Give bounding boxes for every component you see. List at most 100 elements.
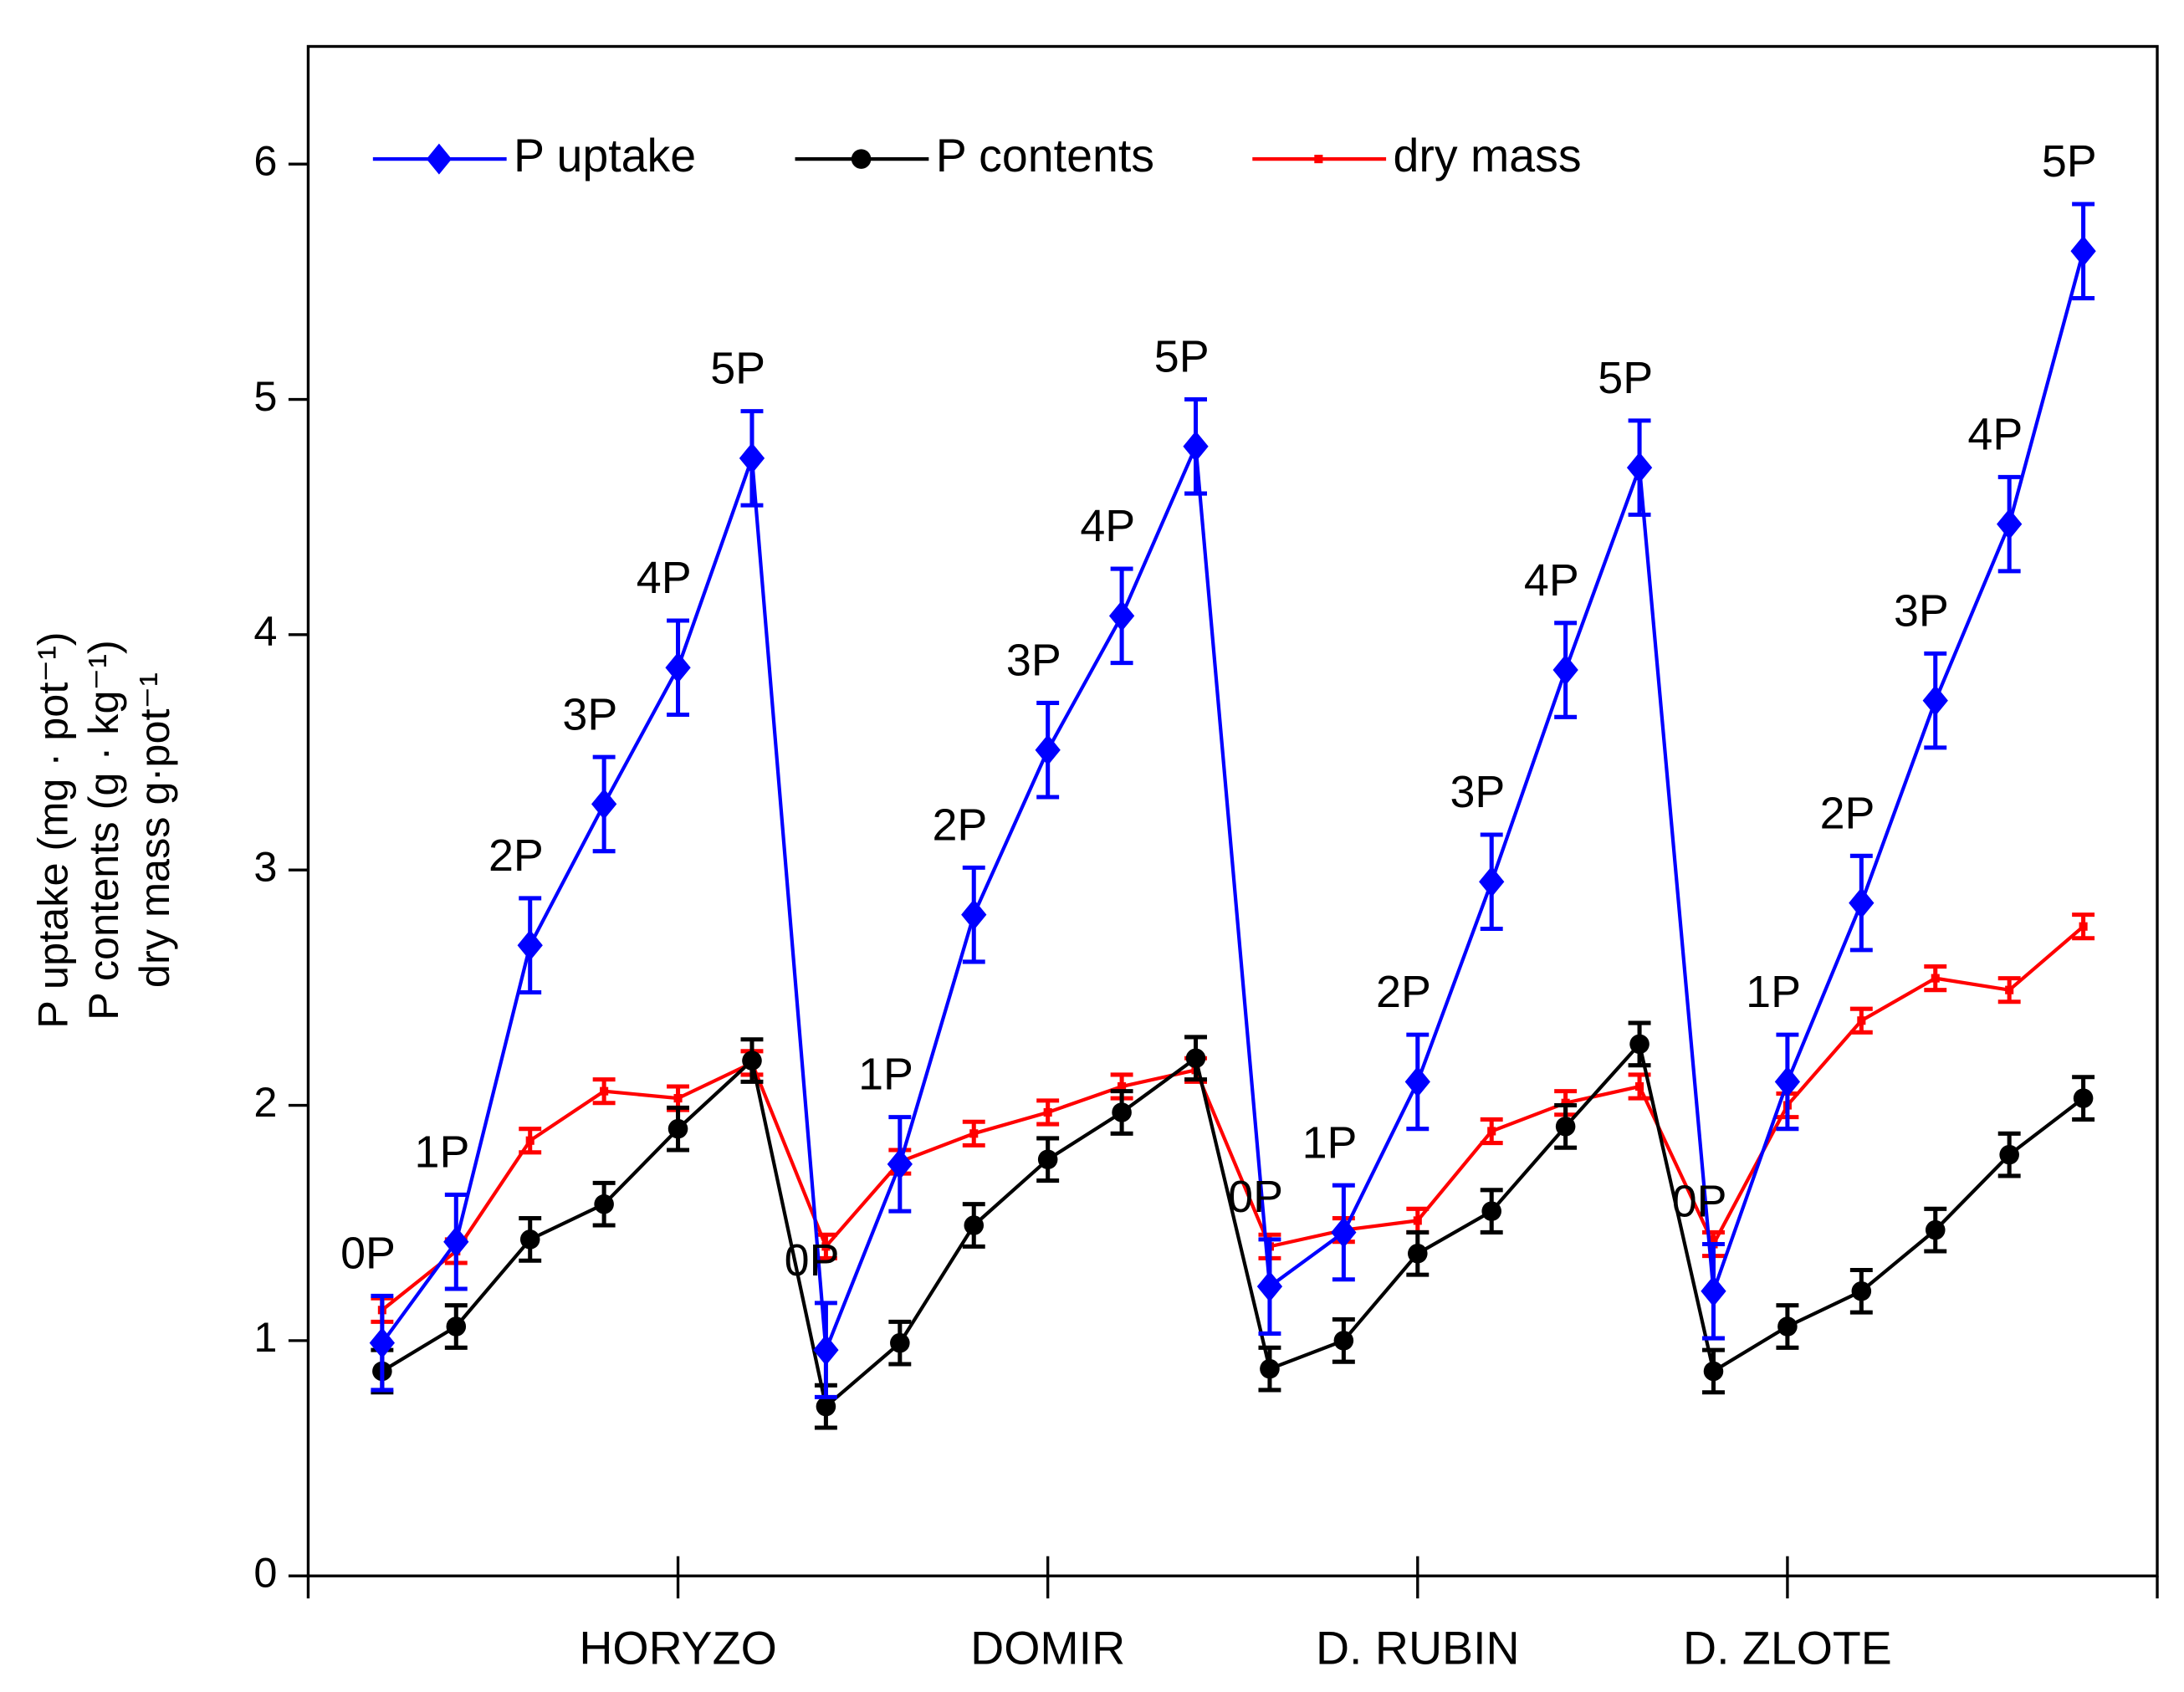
- point-label: 1P: [1746, 967, 1801, 1017]
- legend-label: P contents: [936, 130, 1154, 181]
- marker: [1035, 734, 1061, 766]
- line: [381, 1040, 2084, 1410]
- point-label: 4P: [1967, 409, 2023, 459]
- marker: [1118, 1081, 1127, 1091]
- marker: [1479, 866, 1505, 897]
- legend-marker: [851, 149, 872, 169]
- point-label: 2P: [1820, 788, 1875, 838]
- marker: [1849, 887, 1875, 919]
- marker: [1413, 1216, 1422, 1225]
- x-tick-label: DOMIR: [970, 1623, 1125, 1674]
- marker: [890, 1332, 910, 1353]
- marker: [2073, 1088, 2094, 1108]
- point-label: 5P: [2042, 136, 2097, 187]
- marker: [821, 1242, 831, 1251]
- point-label: 2P: [933, 800, 988, 850]
- y-axis-label: P contents (g · kg⁻¹): [79, 640, 127, 1020]
- marker: [1701, 1275, 1726, 1307]
- marker: [525, 1136, 534, 1145]
- marker: [1857, 1016, 1866, 1025]
- point-label: 4P: [637, 553, 692, 603]
- marker: [1931, 974, 1940, 983]
- marker: [1851, 1281, 1872, 1301]
- point-label: 0P: [785, 1235, 840, 1286]
- point-label: 5P: [710, 344, 765, 394]
- marker: [1774, 1066, 1801, 1097]
- line: [381, 250, 2085, 1351]
- plot-frame: [306, 44, 2159, 1577]
- marker: [1256, 1270, 1283, 1302]
- marker: [1333, 1331, 1354, 1351]
- point-label: 3P: [1006, 636, 1061, 686]
- marker: [443, 1226, 469, 1258]
- marker: [1999, 1144, 2019, 1165]
- point-label: 2P: [1376, 967, 1431, 1017]
- y-axis-label: dry mass g·pot⁻¹: [130, 672, 178, 988]
- marker: [813, 1334, 839, 1366]
- point-label: 3P: [1894, 585, 1949, 636]
- point-label: 0P: [340, 1229, 396, 1279]
- marker: [600, 1086, 609, 1096]
- marker: [2070, 235, 2096, 267]
- marker: [2005, 985, 2014, 994]
- point-label: 1P: [415, 1127, 470, 1178]
- marker: [964, 1215, 985, 1235]
- marker: [594, 1194, 614, 1214]
- marker: [1112, 1102, 1132, 1122]
- y-axis-label: P uptake (mg · pot⁻¹): [29, 631, 77, 1028]
- y-tick-label: 4: [253, 607, 277, 655]
- marker: [1108, 600, 1135, 631]
- marker: [1260, 1358, 1280, 1379]
- marker: [1408, 1243, 1428, 1264]
- marker: [1487, 1127, 1496, 1136]
- point-label: 2P: [488, 831, 544, 881]
- marker: [1185, 1048, 1206, 1069]
- x-tick-label: D. RUBIN: [1316, 1623, 1520, 1674]
- line: [381, 925, 2084, 1311]
- marker: [1635, 1081, 1644, 1091]
- marker: [969, 1129, 979, 1138]
- marker: [1552, 654, 1578, 686]
- marker: [1037, 1149, 1058, 1170]
- legend-label: P uptake: [514, 130, 696, 181]
- marker: [816, 1396, 836, 1417]
- marker: [887, 1148, 913, 1180]
- marker: [1997, 509, 2023, 540]
- point-label: 0P: [1672, 1177, 1727, 1227]
- marker: [1925, 1219, 1946, 1240]
- point-label: 5P: [1154, 332, 1210, 382]
- marker: [1629, 1034, 1650, 1055]
- marker: [517, 929, 543, 961]
- marker: [446, 1316, 467, 1337]
- marker: [667, 1118, 688, 1139]
- marker: [665, 652, 691, 683]
- y-tick-label: 5: [253, 372, 277, 420]
- point-label: 4P: [1524, 555, 1579, 606]
- point-label: 4P: [1080, 501, 1135, 551]
- point-label: 1P: [858, 1050, 913, 1100]
- marker: [739, 442, 765, 474]
- marker: [1777, 1316, 1798, 1337]
- marker: [1481, 1201, 1501, 1221]
- point-label: 1P: [1302, 1117, 1358, 1168]
- y-tick-label: 6: [253, 137, 277, 185]
- marker: [1043, 1107, 1052, 1117]
- marker: [1561, 1098, 1570, 1107]
- marker: [519, 1229, 540, 1250]
- marker: [1404, 1066, 1430, 1097]
- marker: [1922, 685, 1948, 717]
- marker: [742, 1050, 762, 1071]
- point-label: 3P: [562, 689, 617, 739]
- marker: [961, 899, 987, 931]
- marker: [369, 1327, 396, 1359]
- marker: [673, 1094, 683, 1103]
- point-label: 0P: [1228, 1172, 1283, 1222]
- y-tick-label: 3: [253, 843, 277, 891]
- legend-label: dry mass: [1394, 130, 1582, 181]
- marker: [2079, 922, 2088, 931]
- x-tick-label: D. ZLOTE: [1683, 1623, 1892, 1674]
- point-label: 3P: [1450, 767, 1505, 817]
- point-label: 5P: [1598, 353, 1653, 403]
- legend-marker: [1314, 155, 1323, 164]
